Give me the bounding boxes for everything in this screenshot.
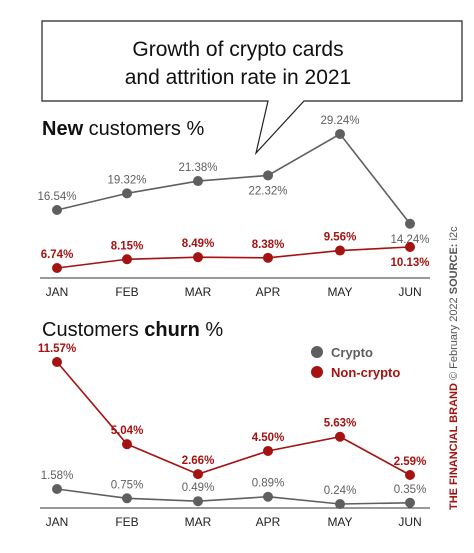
chart2-title: Customers churn % (42, 319, 223, 341)
data-point (405, 470, 415, 480)
data-point (193, 252, 203, 263)
data-point (335, 129, 345, 139)
x-tick-label: APR (256, 285, 281, 299)
credit-rest: © February 2022 (448, 294, 460, 383)
callout-shape (41, 20, 463, 156)
x-tick-label: FEB (115, 285, 138, 299)
data-point (122, 188, 132, 199)
data-point (405, 497, 415, 508)
chart-customer-churn: JAN FEB MAR APR MAY JUN 1.58% 0.75% 0.49% 0.89% 0.… (38, 343, 430, 529)
data-point (193, 176, 203, 187)
callout-line-2: and attrition rate in 2021 (125, 66, 352, 89)
data-point (263, 445, 273, 456)
data-label: 21.38% (178, 162, 217, 174)
data-label: 11.57% (38, 343, 76, 355)
data-point (52, 357, 62, 367)
chart2-title-start: Customers (42, 319, 144, 341)
data-label: 14.24% (390, 234, 429, 246)
data-label: 16.54% (37, 191, 76, 203)
data-point (52, 484, 62, 494)
chart-new-customers: JAN FEB MAR APR MAY JUN 16.54% 19.32% 21.38% 22.3… (37, 115, 430, 299)
data-point (335, 245, 345, 256)
data-label: 5.63% (324, 418, 357, 430)
data-point (193, 469, 203, 480)
credit-source-label: SOURCE: (448, 244, 460, 295)
legend-crypto-marker (311, 346, 323, 358)
data-label: 0.24% (324, 485, 357, 497)
x-tick-label: JUN (398, 515, 421, 529)
data-label: 0.49% (182, 482, 215, 494)
data-point (335, 499, 345, 509)
series-line-crypto (56, 132, 411, 225)
x-tick-label: MAY (327, 285, 352, 299)
chart1-title-rest: customers % (83, 118, 204, 140)
data-point (122, 493, 132, 504)
data-point (122, 254, 132, 265)
x-tick-label: JAN (46, 515, 69, 529)
legend-crypto-label: Crypto (331, 345, 373, 360)
data-label: 22.32% (248, 185, 287, 197)
chart1-title: New customers % (42, 118, 204, 140)
callout-line-1: Growth of crypto cards (132, 38, 343, 61)
data-label: 29.24% (320, 115, 359, 127)
data-label: 2.59% (394, 456, 427, 468)
data-point (263, 491, 273, 502)
data-point (405, 218, 415, 229)
legend: Crypto Non-crypto (311, 345, 400, 380)
series-line-non-crypto (56, 361, 411, 476)
data-point (52, 263, 62, 273)
data-label: 6.74% (41, 249, 74, 261)
legend-non-crypto-label: Non-crypto (331, 365, 400, 380)
data-label: 0.89% (252, 478, 285, 490)
x-tick-label: MAR (185, 285, 212, 299)
data-label: 8.15% (111, 240, 144, 252)
x-tick-label: JUN (398, 285, 421, 299)
chart2-title-bold: churn (144, 319, 200, 341)
data-point (263, 170, 273, 181)
x-tick-label: MAR (185, 515, 212, 529)
legend-non-crypto-marker (311, 366, 323, 378)
credit-source: i2c (448, 226, 460, 244)
data-label: 1.58% (41, 470, 74, 482)
data-label: 19.32% (107, 174, 146, 186)
x-tick-label: JAN (46, 285, 69, 299)
credit-brand: THE FINANCIAL BRAND (448, 383, 460, 510)
data-point (405, 242, 415, 252)
credit-line: THE FINANCIAL BRAND © February 2022 SOUR… (448, 226, 460, 510)
data-label: 4.50% (252, 432, 285, 444)
data-label: 8.49% (182, 238, 215, 250)
x-tick-label: FEB (115, 515, 138, 529)
data-label: 0.35% (394, 484, 427, 496)
series-line-non-crypto (56, 246, 411, 269)
data-point (52, 205, 62, 215)
chart2-title-rest: % (200, 319, 224, 341)
data-label: 5.04% (111, 425, 144, 437)
data-point (122, 439, 132, 450)
chart1-title-bold: New (42, 118, 84, 140)
data-label: 0.75% (111, 479, 144, 491)
x-tick-label: APR (256, 515, 281, 529)
series-line-crypto (56, 488, 411, 505)
data-point (263, 252, 273, 263)
data-label: 8.38% (252, 239, 285, 251)
data-label: 2.66% (182, 455, 215, 467)
data-point (335, 431, 345, 442)
data-label: 10.13% (390, 257, 429, 269)
data-point (193, 496, 203, 507)
x-tick-label: MAY (327, 515, 352, 529)
data-label: 9.56% (324, 232, 357, 244)
callout-bubble: Growth of crypto cards and attrition rat… (41, 20, 463, 156)
